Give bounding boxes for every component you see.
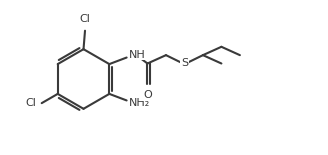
Text: Cl: Cl [26,98,36,108]
Text: NH₂: NH₂ [129,98,150,108]
Text: O: O [143,90,152,100]
Text: Cl: Cl [80,14,91,24]
Text: S: S [181,58,188,69]
Text: NH: NH [129,50,146,60]
